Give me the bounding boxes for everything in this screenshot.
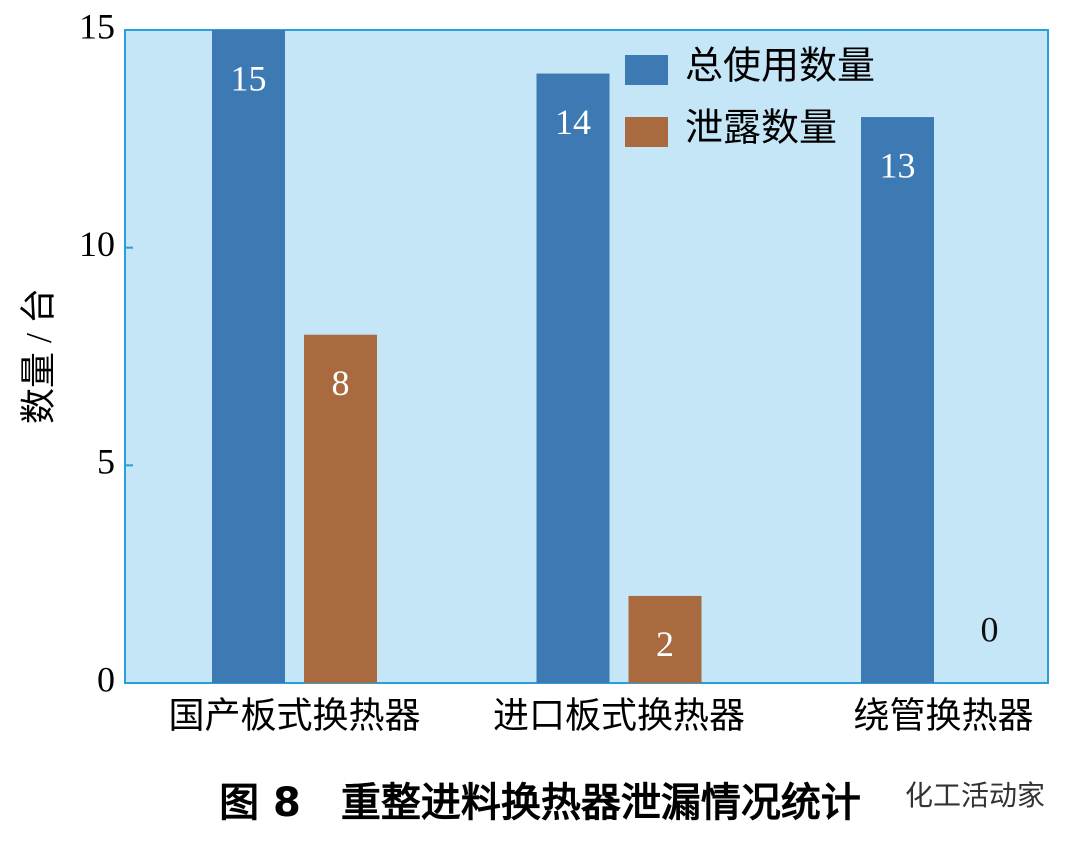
y-axis-label: 数量 / 台 <box>18 288 58 424</box>
value-label: 0 <box>981 609 999 649</box>
value-label: 2 <box>656 624 674 664</box>
value-label: 14 <box>555 102 591 142</box>
legend-swatch <box>625 117 668 147</box>
x-tick-label: 绕管换热器 <box>853 695 1033 735</box>
y-tick-label: 0 <box>97 659 115 699</box>
y-tick-label: 5 <box>97 442 115 482</box>
y-tick-label: 10 <box>79 224 115 264</box>
bar <box>861 117 934 684</box>
bar <box>212 30 285 683</box>
value-label: 8 <box>332 363 350 403</box>
legend-swatch <box>625 55 668 85</box>
bar <box>304 334 377 683</box>
x-tick-label: 国产板式换热器 <box>168 695 420 735</box>
value-label: 15 <box>231 58 267 98</box>
x-tick-label: 进口板式换热器 <box>493 695 745 735</box>
value-label: 13 <box>880 145 916 185</box>
legend-label: 总使用数量 <box>685 46 875 88</box>
y-tick-label: 15 <box>79 6 115 46</box>
bar <box>536 73 610 684</box>
bar <box>628 595 702 683</box>
chart-title: 图 8 重整进料换热器泄漏情况统计 <box>219 780 861 826</box>
source-label: 化工活动家 <box>905 779 1045 812</box>
legend-label: 泄露数量 <box>685 108 837 150</box>
